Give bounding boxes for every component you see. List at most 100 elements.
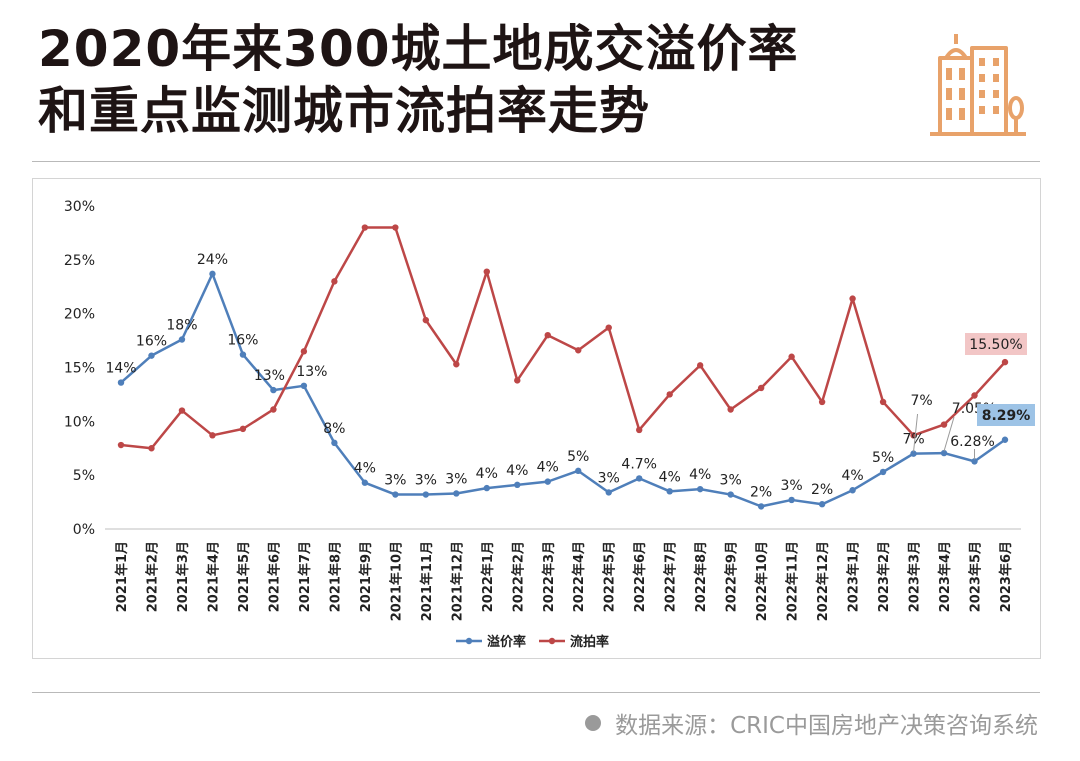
data-point	[879, 398, 887, 406]
footer-divider	[32, 692, 1040, 693]
x-tick-label: 2022年4月	[571, 541, 587, 612]
y-tick-label: 10%	[64, 414, 95, 430]
data-label: 3%	[415, 473, 437, 489]
data-point	[483, 484, 490, 492]
data-point	[1001, 436, 1009, 443]
series-line-premium	[120, 272, 1006, 508]
data-point	[696, 485, 704, 493]
data-point	[270, 386, 277, 394]
end-label-box-premium	[977, 404, 1035, 426]
data-point	[361, 224, 369, 231]
data-label: 7%	[902, 432, 924, 448]
x-tick-label: 2022年2月	[510, 541, 526, 612]
legend-premium-label: 溢价率	[487, 634, 526, 650]
y-tick-label: 30%	[64, 199, 95, 215]
x-tick-label: 2021年3月	[175, 541, 191, 612]
data-point	[788, 496, 795, 504]
x-tick-label: 2023年6月	[998, 541, 1014, 612]
data-label: 4%	[476, 466, 498, 482]
data-label: 16%	[136, 334, 167, 350]
data-label: 4.7%	[621, 456, 657, 472]
data-point	[788, 353, 795, 360]
x-tick-label: 2021年1月	[114, 541, 130, 612]
data-point	[148, 352, 155, 359]
data-point	[514, 377, 521, 384]
data-point	[178, 407, 186, 414]
data-point	[544, 332, 551, 339]
legend-unsold-marker	[548, 637, 556, 645]
x-tick-label: 2023年5月	[968, 541, 984, 612]
data-point	[239, 425, 247, 433]
data-point	[666, 391, 673, 398]
x-tick-label: 2021年5月	[236, 541, 252, 612]
data-label: 4%	[506, 463, 528, 479]
data-label: 3%	[720, 473, 742, 489]
data-point	[544, 478, 551, 485]
data-point	[818, 501, 826, 508]
data-point	[605, 324, 612, 331]
data-point	[209, 270, 216, 278]
end-label-box-unsold	[965, 333, 1027, 355]
data-label: 4%	[689, 467, 711, 483]
data-point	[178, 336, 186, 343]
x-tick-label: 2022年8月	[693, 541, 709, 612]
data-point	[392, 491, 399, 498]
title-line-2: 和重点监测城市流拍率走势	[38, 82, 650, 140]
x-tick-label: 2021年8月	[327, 541, 343, 612]
data-label: 7%	[910, 393, 932, 409]
x-tick-label: 2021年10月	[388, 541, 404, 621]
data-point	[666, 488, 673, 495]
x-tick-label: 2022年3月	[541, 541, 557, 612]
x-tick-label: 2023年4月	[937, 541, 953, 612]
data-point	[514, 481, 521, 489]
data-label: 2%	[750, 484, 772, 500]
data-point	[849, 487, 856, 494]
data-point	[910, 450, 917, 457]
y-tick-label: 0%	[73, 522, 95, 538]
data-point	[727, 406, 734, 413]
data-label: 18%	[166, 318, 197, 334]
data-label: 4%	[354, 461, 376, 477]
data-point	[727, 491, 734, 498]
y-tick-label: 25%	[64, 253, 95, 269]
title-line-1: 2020年来300城土地成交溢价率	[38, 20, 799, 78]
title-divider	[32, 161, 1040, 162]
data-label: 4%	[659, 469, 681, 485]
x-tick-label: 2021年2月	[144, 541, 160, 612]
data-label: 4%	[841, 468, 863, 484]
data-point	[757, 384, 765, 392]
data-point	[849, 295, 856, 302]
data-point	[971, 392, 978, 399]
data-label: 6.28%	[950, 434, 994, 450]
data-point	[971, 458, 978, 465]
leader-line	[913, 413, 919, 452]
x-tick-label: 2022年11月	[785, 541, 801, 621]
x-tick-label: 2021年7月	[297, 541, 313, 612]
source-text: 数据来源：CRIC中国房地产决策咨询系统	[615, 713, 1038, 739]
data-point	[117, 441, 125, 449]
data-point	[209, 432, 216, 439]
data-label: 14%	[105, 361, 136, 377]
data-label: 13%	[254, 368, 285, 384]
x-tick-label: 2021年9月	[358, 541, 374, 612]
data-point	[300, 382, 308, 390]
x-tick-label: 2023年3月	[907, 541, 923, 612]
data-point	[1001, 358, 1009, 366]
data-point	[757, 503, 765, 510]
data-point	[940, 421, 948, 428]
data-point	[148, 445, 155, 452]
page-title: 2020年来300城土地成交溢价率 和重点监测城市流拍率走势	[38, 18, 799, 142]
y-tick-label: 15%	[64, 361, 95, 377]
data-label: 5%	[872, 450, 894, 466]
chart-container: 0% 5% 10% 15% 20% 25% 30% 2021年1月 2021年2月 2021年3月…	[32, 178, 1041, 659]
data-point	[361, 479, 369, 486]
data-point	[331, 439, 338, 447]
data-point	[270, 406, 277, 413]
data-point	[940, 449, 948, 457]
data-label: 4%	[537, 460, 559, 476]
data-point	[300, 348, 308, 355]
data-point	[331, 278, 338, 285]
x-tick-label: 2022年7月	[663, 541, 679, 612]
data-label: 3%	[384, 473, 406, 489]
data-point	[483, 268, 490, 275]
